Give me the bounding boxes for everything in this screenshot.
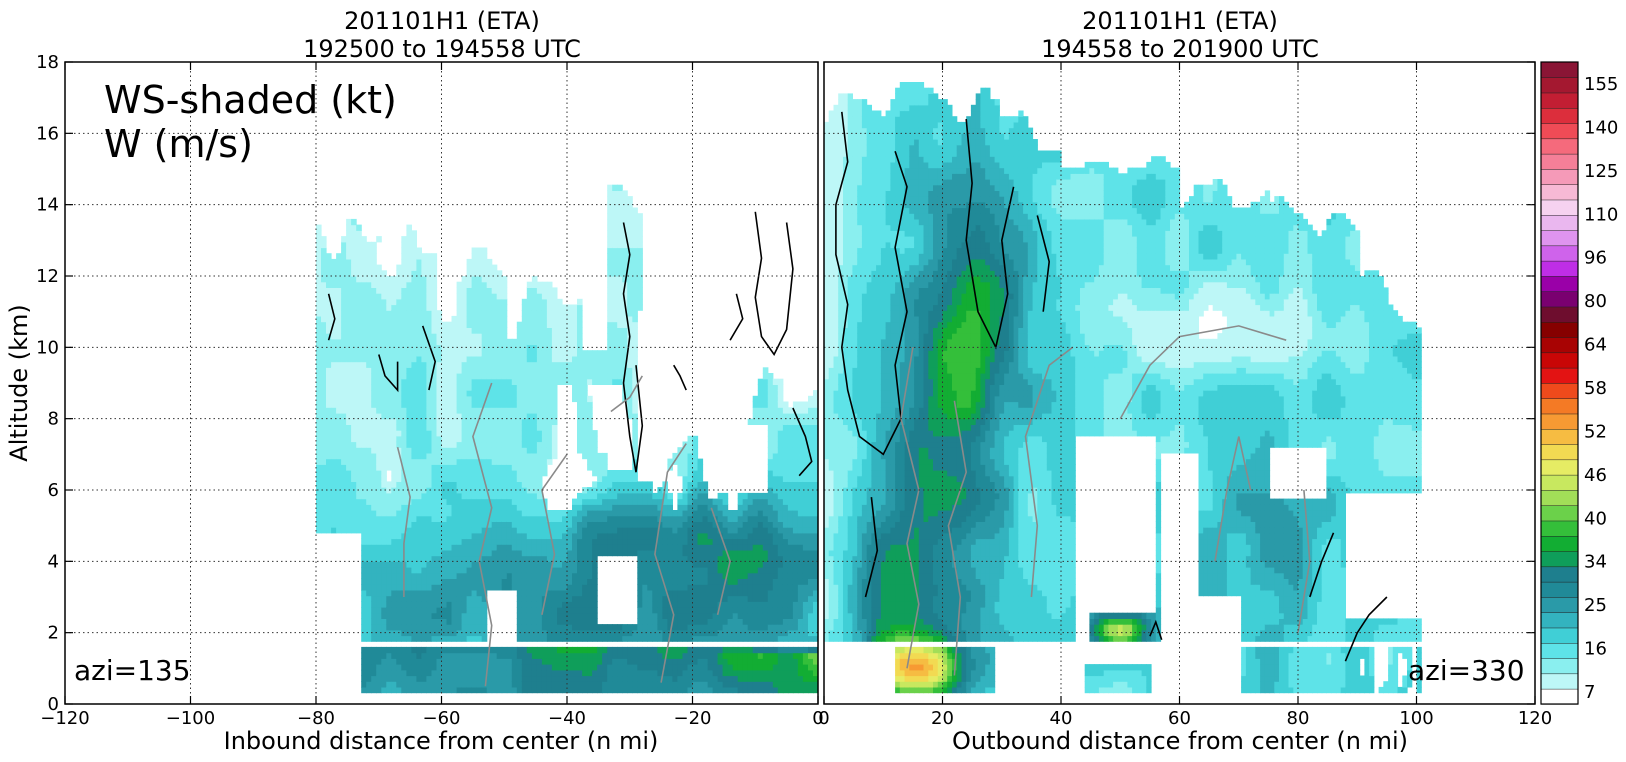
y-tick-label: 0 [48,694,59,715]
right-title-line2: 194558 to 201900 UTC [1041,35,1319,63]
right-ws-shading [824,82,1422,694]
y-tick-label: 12 [36,266,59,287]
colorbar-tick-label: 40 [1584,508,1607,529]
x-tick-label: −120 [40,708,89,729]
colorbar-tick-label: 80 [1584,291,1607,312]
colorbar-tick-label: 125 [1584,161,1618,182]
left-title-line2: 192500 to 194558 UTC [303,35,581,63]
colorbar-bands [1540,61,1579,705]
left-ws-shading [316,184,818,694]
y-tick-label: 10 [36,337,59,358]
right-panel: 0 20 40 60 80 100 120 azi=330 Outbound distanc… [818,61,1552,755]
x-tick-label: 80 [1287,708,1310,729]
left-x-axis-label: Inbound distance from center (n mi) [224,727,659,755]
y-tick-label: 16 [36,123,59,144]
x-tick-label: −20 [674,708,712,729]
x-tick-label: −60 [423,708,461,729]
x-tick-label: 0 [812,708,823,729]
y-tick-label: 4 [48,551,59,572]
colorbar-tick-label: 64 [1584,335,1607,356]
x-tick-label: −80 [297,708,335,729]
y-axis-label: Altitude (km) [5,304,33,461]
colorbar-tick-label: 7 [1584,682,1595,703]
colorbar-labels: 155 140 125 110 96 80 64 58 52 46 40 34 25 16 7 [1584,74,1618,703]
colorbar-tick-label: 25 [1584,595,1607,616]
y-tick-label: 14 [36,195,59,216]
colorbar-tick-label: 16 [1584,639,1607,660]
y-tick-label: 8 [48,409,59,430]
left-annotation-ws: WS-shaded (kt) [104,78,397,122]
right-x-axis-label: Outbound distance from center (n mi) [952,727,1408,755]
left-w-contours [327,211,813,687]
y-tick-label: 6 [48,480,59,501]
colorbar-tick-label: 52 [1584,421,1607,442]
colorbar-frame [1540,61,1579,705]
y-tick-label: 2 [48,623,59,644]
x-tick-label: 0 [818,708,829,729]
right-gridlines [824,62,1535,704]
left-title-line1: 201101H1 (ETA) [344,7,540,35]
left-azimuth-label: azi=135 [74,654,191,687]
colorbar-tick-label: 110 [1584,204,1618,225]
x-tick-label: 100 [1399,708,1433,729]
right-azimuth-label: azi=330 [1408,654,1525,687]
x-tick-label: 20 [931,708,954,729]
colorbar-tick-label: 34 [1584,552,1607,573]
left-y-ticks: 0 2 4 6 8 10 12 14 16 18 [36,52,1535,715]
colorbar-tick-label: 46 [1584,465,1607,486]
left-panel: −120 −100 −80 −60 −40 −20 0 0 2 4 6 8 10 12 14 16 18 WS… [5,52,1535,755]
right-title-line1: 201101H1 (ETA) [1082,7,1278,35]
colorbar-tick-label: 155 [1584,74,1618,95]
colorbar: 155 140 125 110 96 80 64 58 52 46 40 34 25 16 7 [1540,61,1618,705]
x-tick-label: −100 [166,708,215,729]
y-tick-label: 18 [36,52,59,73]
left-annotation-w: W (m/s) [104,122,253,166]
colorbar-tick-label: 58 [1584,378,1607,399]
x-tick-label: 60 [1168,708,1191,729]
colorbar-tick-label: 140 [1584,117,1618,138]
x-tick-label: 120 [1518,708,1552,729]
right-x-ticks: 0 20 40 60 80 100 120 [818,62,1552,729]
right-w-contours [835,111,1388,676]
colorbar-tick-label: 96 [1584,248,1607,269]
x-tick-label: −40 [548,708,586,729]
left-x-ticks: −120 −100 −80 −60 −40 −20 0 [40,62,824,729]
x-tick-label: 40 [1050,708,1073,729]
